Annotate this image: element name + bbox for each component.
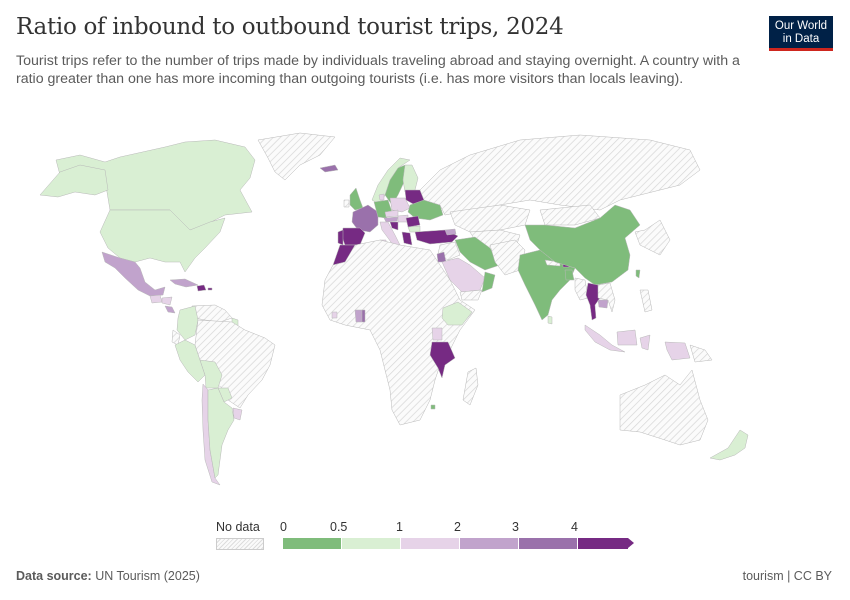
license-link[interactable]: tourism | CC BY <box>742 569 832 583</box>
legend-bin-1-2[interactable] <box>401 538 460 549</box>
legend-tick-3: 3 <box>512 520 519 534</box>
country-greece[interactable] <box>401 231 413 246</box>
data-source-label: Data source: <box>16 569 92 583</box>
country-honduras[interactable] <box>161 296 173 306</box>
country-mexico[interactable] <box>101 251 166 297</box>
country-africa-no-data[interactable] <box>321 239 476 426</box>
country-dominican-republic[interactable] <box>196 284 207 292</box>
color-legend: No data 0 0.5 1 2 3 4 <box>214 517 654 557</box>
country-spain[interactable] <box>341 227 366 246</box>
legend-tick-4: 4 <box>571 520 578 534</box>
country-kazakhstan[interactable] <box>449 204 531 233</box>
logo-line-1: Our World <box>774 20 828 32</box>
country-ethiopia[interactable] <box>441 301 473 326</box>
country-tanzania[interactable] <box>429 341 456 379</box>
legend-arrow-icon <box>628 538 634 548</box>
data-source-link[interactable]: UN Tourism (2025) <box>95 569 200 583</box>
country-france[interactable] <box>351 204 379 233</box>
world-map[interactable] <box>0 125 850 510</box>
country-madagascar[interactable] <box>462 367 479 406</box>
country-puerto-rico[interactable] <box>207 287 213 291</box>
country-portugal[interactable] <box>337 229 344 246</box>
country-taiwan[interactable] <box>635 269 641 279</box>
country-new-zealand[interactable] <box>709 429 749 461</box>
country-myanmar[interactable] <box>574 277 589 301</box>
country-alaska[interactable] <box>39 164 109 198</box>
country-korea-japan[interactable] <box>634 219 671 256</box>
logo-accent-bar <box>769 48 833 51</box>
country-uruguay[interactable] <box>232 407 243 421</box>
country-china[interactable] <box>524 204 641 286</box>
country-austria[interactable] <box>383 216 399 223</box>
country-costa-rica[interactable] <box>164 305 176 314</box>
country-poland[interactable] <box>389 197 411 213</box>
country-indonesia[interactable] <box>584 324 691 361</box>
chart-subtitle: Tourist trips refer to the number of tri… <box>16 53 740 87</box>
country-yemen[interactable] <box>459 289 483 301</box>
country-saudi-arabia[interactable] <box>441 257 486 293</box>
country-bulgaria[interactable] <box>407 225 421 233</box>
country-uganda[interactable] <box>431 327 443 341</box>
legend-bin-3-4[interactable] <box>519 538 578 549</box>
country-greenland[interactable] <box>257 132 336 181</box>
country-togo[interactable] <box>361 309 366 323</box>
country-australia[interactable] <box>619 369 709 446</box>
country-ghana[interactable] <box>354 309 363 323</box>
legend-no-data-swatch <box>216 538 264 550</box>
legend-bin-2-3[interactable] <box>460 538 519 549</box>
country-croatia[interactable] <box>389 221 399 231</box>
country-bangladesh[interactable] <box>564 269 575 281</box>
owid-logo[interactable]: Our World in Data <box>769 16 833 51</box>
legend-tick-2: 2 <box>454 520 461 534</box>
chart-title: Ratio of inbound to outbound tourist tri… <box>16 14 564 40</box>
country-ireland[interactable] <box>343 199 350 208</box>
legend-bin-0-0-5[interactable] <box>283 538 342 549</box>
country-guatemala[interactable] <box>149 294 163 304</box>
country-romania[interactable] <box>405 215 421 228</box>
country-finland[interactable] <box>402 164 419 193</box>
data-source: Data source: UN Tourism (2025) <box>16 569 200 583</box>
country-iran[interactable] <box>454 236 501 271</box>
country-cuba[interactable] <box>169 278 199 288</box>
country-uk[interactable] <box>349 187 364 211</box>
country-sri-lanka[interactable] <box>547 315 553 325</box>
legend-tick-0: 0 <box>280 520 287 534</box>
legend-tick-1: 1 <box>396 520 403 534</box>
country-colombia[interactable] <box>176 305 199 341</box>
country-guinea[interactable] <box>331 311 338 319</box>
country-georgia[interactable] <box>444 228 457 236</box>
country-usa[interactable] <box>99 209 226 273</box>
legend-bin-0-5-1[interactable] <box>342 538 401 549</box>
country-vietnam-laos[interactable] <box>597 282 616 313</box>
legend-bin-over-4[interactable] <box>578 538 628 549</box>
country-cambodia[interactable] <box>597 299 609 309</box>
country-argentina[interactable] <box>207 387 235 479</box>
country-mongolia[interactable] <box>539 204 601 226</box>
country-papua-new-guinea[interactable] <box>689 344 713 363</box>
country-eswatini[interactable] <box>430 404 436 410</box>
country-russia[interactable] <box>419 134 701 216</box>
legend-tick-0-5: 0.5 <box>330 520 348 534</box>
logo-line-2: in Data <box>782 33 820 45</box>
country-denmark[interactable] <box>378 193 385 201</box>
country-iceland[interactable] <box>319 164 339 173</box>
country-philippines[interactable] <box>639 289 653 313</box>
legend-no-data-label: No data <box>216 520 260 534</box>
country-oman[interactable] <box>481 271 496 293</box>
